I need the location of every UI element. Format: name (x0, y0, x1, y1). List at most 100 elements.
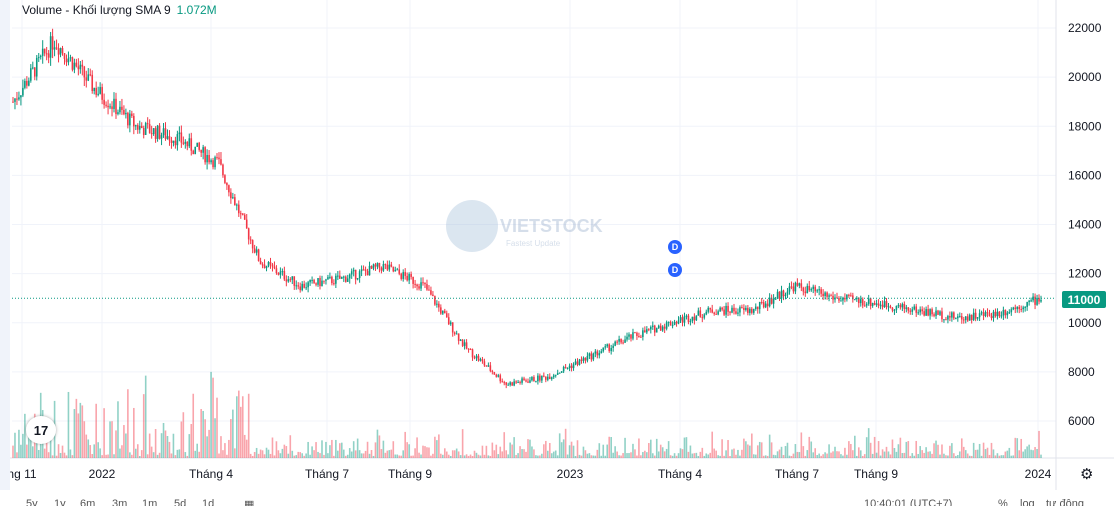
volume-bar (346, 454, 349, 458)
candle-body (467, 348, 470, 350)
candle-body (624, 339, 626, 343)
candle-body (626, 336, 628, 340)
volume-bar (364, 450, 367, 458)
volume-bar (440, 453, 442, 458)
volume-bar (695, 452, 698, 458)
range-5d[interactable]: 5d (174, 498, 187, 506)
candle-body (648, 329, 650, 331)
candle-body (22, 87, 24, 96)
volume-bar (852, 450, 854, 458)
volume-bar (323, 454, 325, 458)
candle-body (182, 142, 185, 144)
candle-body (556, 373, 559, 375)
log-toggle[interactable]: log (1020, 498, 1035, 506)
volume-bar (867, 428, 870, 458)
dividend-marker[interactable]: D (668, 263, 682, 277)
candle-body (877, 303, 880, 306)
volume-bar (939, 454, 941, 458)
candle-body (883, 301, 886, 308)
volume-bar (134, 448, 137, 458)
volume-bar (131, 454, 133, 458)
candle-body (788, 286, 791, 292)
tradingview-logo[interactable]: 17 (26, 416, 56, 444)
candle-body (895, 305, 898, 310)
candle-body (269, 262, 272, 265)
volume-bar (337, 450, 339, 458)
volume-bar (935, 440, 937, 458)
candle-body (893, 309, 896, 311)
percent-toggle[interactable]: % (998, 498, 1008, 506)
volume-bar (503, 432, 506, 458)
volume-bar (325, 441, 327, 458)
volume-bar (600, 455, 603, 458)
candle-body (923, 311, 925, 316)
volume-bar (360, 453, 363, 458)
volume-bar (489, 455, 492, 458)
range-1d[interactable]: 1d (202, 498, 215, 506)
range-5y[interactable]: 5y (26, 498, 38, 506)
volume-bar (998, 455, 1001, 458)
candle-body (61, 48, 64, 54)
volume-bar (1010, 455, 1013, 458)
candle-body (337, 275, 339, 277)
volume-bar (515, 454, 517, 458)
candle-body (533, 377, 535, 382)
range-1m[interactable]: 1m (142, 498, 158, 506)
candle-body (927, 309, 929, 316)
candle-body (39, 55, 42, 58)
clock-text: 10:40:01 (UTC+7) (864, 498, 953, 506)
candle-body (820, 289, 822, 294)
volume-bar (206, 436, 208, 458)
volume-bar (99, 448, 101, 458)
volume-bar (426, 447, 428, 458)
volume-bar (560, 442, 563, 458)
range-1y[interactable]: 1y (54, 498, 66, 506)
candle-body (863, 305, 866, 307)
volume-bar (307, 441, 309, 458)
volume-bar (236, 396, 238, 458)
candle-body (806, 285, 809, 294)
volume-bar (806, 450, 809, 458)
volume-bar (988, 454, 991, 458)
candle-body (774, 298, 777, 300)
candle-body (438, 303, 440, 308)
candle-body (354, 269, 357, 280)
volume-bar (1036, 448, 1038, 458)
candle-body (228, 185, 230, 193)
volume-bar (150, 446, 153, 458)
volume-bar (517, 453, 519, 458)
range-3m[interactable]: 3m (112, 498, 128, 506)
candle-body (138, 125, 141, 130)
candle-body (754, 306, 757, 310)
volume-bar (735, 454, 737, 458)
candle-body (962, 319, 965, 321)
volume-bar (919, 446, 921, 458)
gear-icon[interactable]: ⚙ (1080, 466, 1094, 483)
candle-body (604, 346, 607, 348)
volume-bar (20, 444, 22, 458)
candle-body (192, 150, 195, 155)
candle-body (739, 307, 741, 313)
candle-body (939, 311, 941, 315)
volume-bar (408, 444, 410, 458)
auto-toggle[interactable]: tự động (1046, 498, 1084, 506)
volume-bar (471, 455, 474, 458)
calendar-icon[interactable]: ▦ (244, 499, 255, 506)
candle-body (309, 279, 311, 283)
candle-body (689, 320, 692, 322)
volume-bar (81, 405, 84, 458)
candle-body (596, 351, 599, 356)
candle-body (976, 317, 979, 319)
range-6m[interactable]: 6m (80, 498, 96, 506)
candle-body (651, 325, 654, 327)
volume-bar (61, 445, 64, 458)
volume-bar (917, 453, 920, 458)
candle-body (434, 296, 436, 305)
candle-body (810, 289, 813, 291)
dividend-marker[interactable]: D (668, 240, 682, 254)
candle-body (366, 271, 369, 276)
volume-bar (527, 439, 529, 458)
volume-bar (677, 453, 680, 458)
